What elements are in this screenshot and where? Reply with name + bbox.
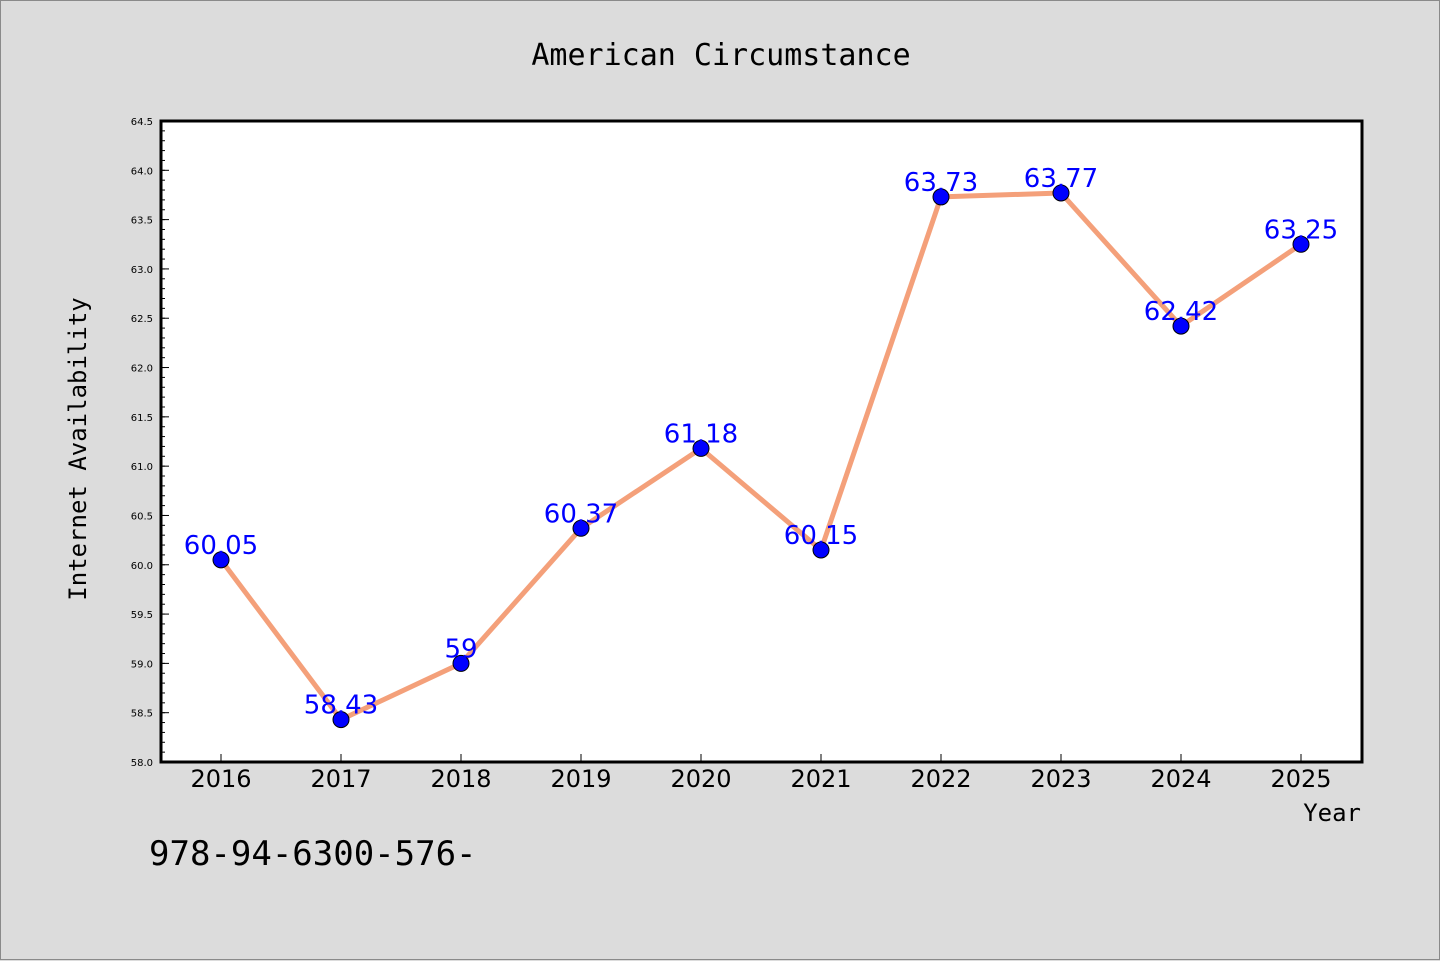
data-label: 60.15 xyxy=(784,521,858,551)
y-tick-label: 63.0 xyxy=(131,265,153,276)
data-point xyxy=(692,439,710,457)
y-tick-label: 61.0 xyxy=(131,462,153,473)
x-axis: 2016 2017 2018 2019 2020 2021 2022 2023 2024 2025 xyxy=(190,754,1332,793)
data-point xyxy=(1052,184,1070,202)
y-tick-label: 62.0 xyxy=(131,364,153,375)
data-labels: 60.05 58.43 59 60.37 61.18 60.15 63.73 63.77 62.… xyxy=(184,164,1338,721)
data-label: 63.73 xyxy=(904,168,978,198)
y-axis: 58.0 58.5 59.0 59.5 60.0 60.5 61.0 61.5 62.0 62.5… xyxy=(131,117,169,769)
x-tick-label: 2017 xyxy=(310,765,371,793)
data-label: 59 xyxy=(444,634,477,664)
x-tick-label: 2022 xyxy=(910,765,971,793)
chart-title: American Circumstance xyxy=(531,38,910,73)
x-tick-label: 2018 xyxy=(430,765,491,793)
y-tick-label: 59.0 xyxy=(131,659,153,670)
x-tick-label: 2024 xyxy=(1150,765,1211,793)
data-label: 61.18 xyxy=(664,419,738,449)
series-line xyxy=(219,190,1303,723)
x-axis-label: Year xyxy=(1303,799,1361,827)
y-tick-label: 58.5 xyxy=(131,709,153,720)
data-point xyxy=(572,519,590,537)
y-axis-label: Internet Availability xyxy=(64,297,92,600)
y-tick-label: 59.5 xyxy=(131,610,153,621)
data-point xyxy=(812,541,830,559)
x-tick-label: 2025 xyxy=(1270,765,1331,793)
x-tick-label: 2020 xyxy=(670,765,731,793)
series-markers xyxy=(212,184,1310,729)
data-label: 63.25 xyxy=(1264,215,1338,245)
data-label: 63.77 xyxy=(1024,164,1098,194)
data-point xyxy=(452,654,470,672)
x-tick-label: 2016 xyxy=(190,765,251,793)
data-label: 60.37 xyxy=(544,499,618,529)
data-label: 60.05 xyxy=(184,531,258,561)
x-tick-label: 2021 xyxy=(790,765,851,793)
y-tick-label: 58.0 xyxy=(131,758,153,769)
data-label: 62.42 xyxy=(1144,297,1218,327)
y-tick-label: 60.0 xyxy=(131,561,153,572)
y-tick-label: 62.5 xyxy=(131,314,153,325)
isbn-annotation: 978-94-6300-576- xyxy=(149,834,477,874)
y-tick-label: 64.5 xyxy=(131,117,153,128)
data-point xyxy=(332,711,350,729)
data-point xyxy=(212,551,230,569)
x-tick-label: 2019 xyxy=(550,765,611,793)
data-point xyxy=(1292,235,1310,253)
data-point xyxy=(932,188,950,206)
data-label: 58.43 xyxy=(304,691,378,721)
x-tick-label: 2023 xyxy=(1030,765,1091,793)
y-tick-label: 64.0 xyxy=(131,166,153,177)
y-tick-label: 60.5 xyxy=(131,511,153,522)
data-point xyxy=(1172,317,1190,335)
y-tick-label: 61.5 xyxy=(131,413,153,424)
y-tick-label: 63.5 xyxy=(131,216,153,227)
plot-area xyxy=(159,119,1364,764)
series-polyline xyxy=(219,190,1303,723)
